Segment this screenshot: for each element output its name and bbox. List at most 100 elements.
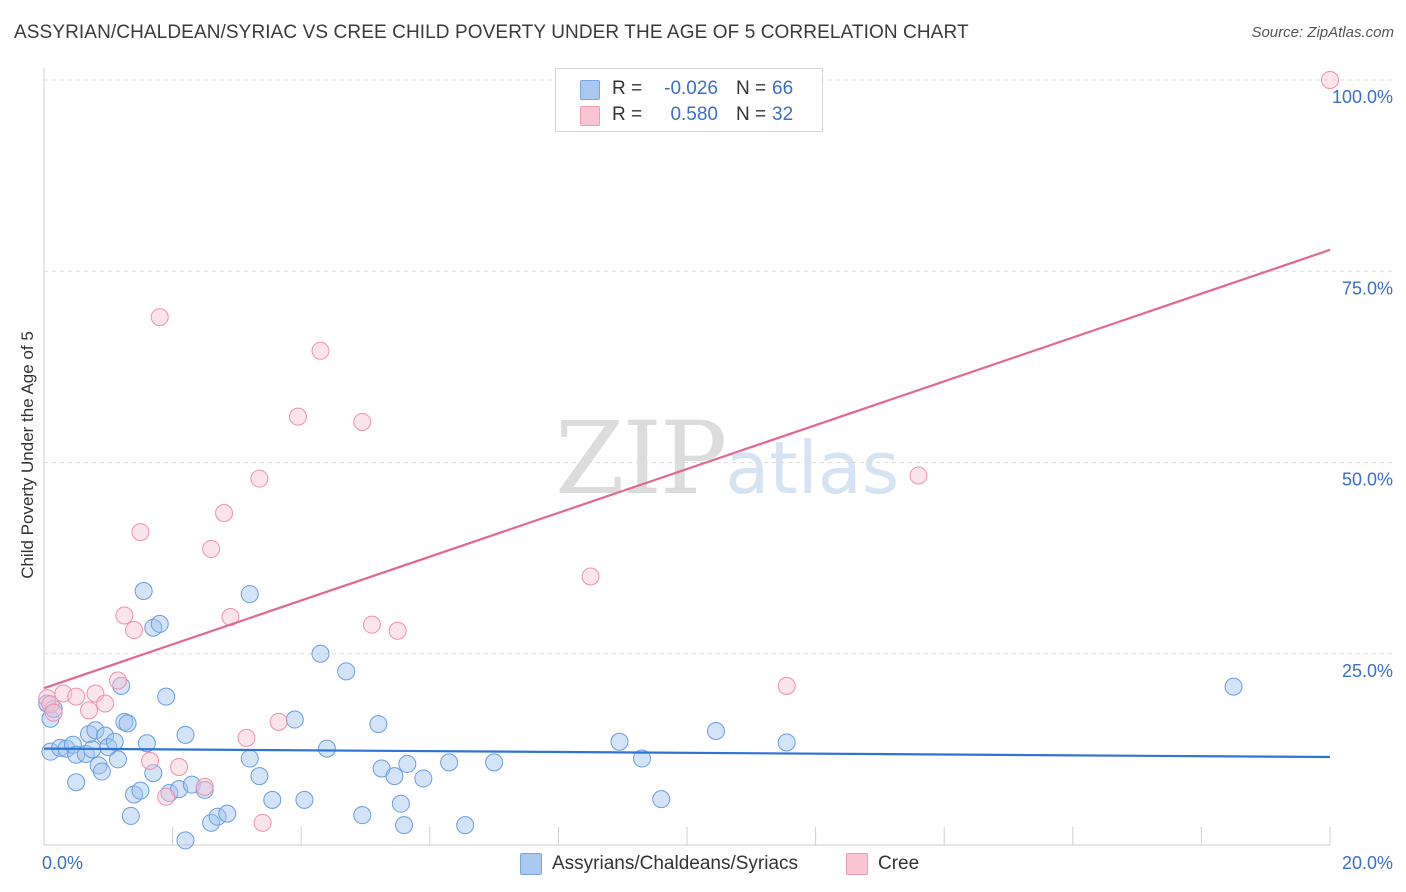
assyrian-point [295, 790, 314, 809]
assyrian-point [105, 732, 124, 751]
cree-point [131, 523, 150, 542]
cree-point [253, 813, 272, 832]
cree-point [288, 407, 307, 426]
assyrian-point [337, 662, 356, 681]
cree-point [777, 676, 796, 695]
cree-point [125, 621, 144, 640]
legend-swatch-pink [580, 106, 600, 126]
assyrian-point [706, 722, 725, 741]
assyrian-point [485, 753, 504, 772]
x-tick-label: 20.0% [1342, 853, 1393, 873]
assyrian-point [67, 773, 86, 792]
cree-point [202, 539, 221, 558]
cree-point [362, 615, 381, 634]
bottom-legend-label: Assyrians/Chaldeans/Syriacs [552, 853, 799, 874]
assyrian-point [131, 781, 150, 800]
assyrian-point [134, 582, 153, 601]
chart-title: ASSYRIAN/CHALDEAN/SYRIAC VS CREE CHILD P… [14, 22, 969, 43]
assyrian-point [398, 754, 417, 773]
assyrian-point [632, 749, 651, 768]
assyrian-point [652, 790, 671, 809]
cree-point [115, 606, 134, 625]
cree-point [86, 684, 105, 703]
legend-n-value: 32 [772, 104, 794, 125]
y-tick-label: 100.0% [1332, 87, 1393, 107]
assyrian-point [369, 715, 388, 734]
assyrian-trend-line [43, 747, 1331, 759]
legend-r-value: 0.580 [670, 104, 718, 125]
cree-point [108, 671, 127, 690]
assyrian-point [112, 676, 131, 695]
assyrian-point [777, 733, 796, 752]
watermark-zip: ZIP [555, 400, 727, 517]
assyrian-point [176, 725, 195, 744]
assyrian-point [86, 721, 105, 740]
y-tick-label: 50.0% [1342, 470, 1393, 490]
cree-point [353, 412, 372, 431]
cree-point [44, 703, 63, 722]
cree-point [150, 308, 169, 327]
cree-point [170, 757, 189, 776]
assyrian-point [96, 726, 115, 745]
y-tick-label: 25.0% [1342, 661, 1393, 681]
assyrian-point [391, 794, 410, 813]
assyrian-point [353, 806, 372, 825]
cree-point [1321, 71, 1339, 89]
cree-point [80, 701, 99, 720]
assyrian-point [157, 687, 176, 706]
assyrian-point [121, 806, 140, 825]
assyrian-point [311, 644, 330, 663]
assyrian-point [610, 732, 629, 751]
assyrian-point [395, 816, 414, 835]
cree-point [195, 777, 214, 796]
assyrian-point [1224, 677, 1243, 696]
cree-point [250, 469, 269, 488]
cree-point [96, 694, 115, 713]
assyrian-point [176, 831, 195, 850]
bottom-legend-swatch-pink [846, 853, 868, 875]
legend-n-label: N = [736, 104, 767, 125]
assyrian-point [414, 769, 433, 788]
x-tick-label: 0.0% [42, 853, 83, 873]
assyrian-point [115, 712, 134, 731]
assyrian-point [440, 753, 459, 772]
legend-r-label: R = [612, 78, 643, 99]
legend-r-value: -0.026 [664, 78, 718, 99]
cree-point [237, 728, 256, 747]
assyrian-point [317, 739, 336, 758]
assyrian-point [263, 790, 282, 809]
correlation-legend: R = -0.026 N = 66 R = 0.580 N = 32 [555, 68, 823, 132]
cree-point [581, 567, 600, 586]
cree-trend-line [43, 248, 1331, 690]
bottom-legend-swatch-blue [520, 853, 542, 875]
cree-point [269, 712, 288, 731]
watermark: ZIPatlas [555, 400, 899, 517]
assyrian-point [250, 767, 269, 786]
legend-n-label: N = [736, 78, 767, 99]
source-credit: Source: ZipAtlas.com [1251, 24, 1394, 41]
assyrian-point [118, 714, 137, 733]
legend-swatch-blue [580, 80, 600, 100]
assyrian-point [240, 585, 259, 604]
cree-point [215, 503, 234, 522]
assyrian-point [285, 710, 304, 729]
cree-point [388, 621, 407, 640]
assyrian-point [208, 807, 227, 826]
cree-point [157, 787, 176, 806]
cree-point [909, 466, 928, 485]
assyrian-point [150, 614, 169, 633]
assyrian-point [218, 804, 237, 823]
assyrian-point [67, 745, 86, 764]
assyrian-point [456, 816, 475, 835]
assyrian-point [92, 762, 111, 781]
cree-point [67, 687, 86, 706]
assyrian-point [240, 749, 259, 768]
legend-r-label: R = [612, 104, 643, 125]
watermark-atlas: atlas [725, 426, 900, 510]
y-tick-label: 75.0% [1342, 278, 1393, 298]
legend-n-value: 66 [772, 78, 794, 99]
assyrian-point [108, 750, 127, 769]
bottom-legend-label: Cree [878, 853, 920, 874]
assyrian-point [385, 767, 404, 786]
